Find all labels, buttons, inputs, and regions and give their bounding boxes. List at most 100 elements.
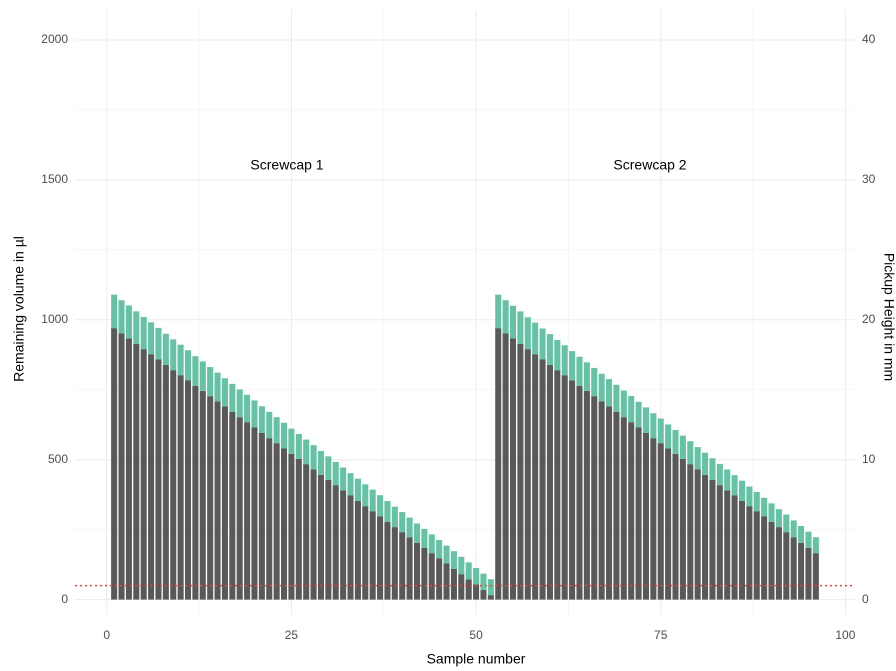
bar-segment xyxy=(303,439,310,465)
bar-segment xyxy=(428,553,435,600)
bar-segment xyxy=(369,511,376,600)
bar-segment xyxy=(340,490,347,600)
bar-segment xyxy=(332,485,339,600)
bar-segment xyxy=(391,506,398,528)
bar-segment xyxy=(295,458,302,600)
bar-segment xyxy=(554,370,561,600)
bar-segment xyxy=(790,537,797,600)
bar-segment xyxy=(672,430,679,454)
bar-segment xyxy=(236,417,243,600)
x-tick-label: 25 xyxy=(285,628,299,642)
bar-segment xyxy=(450,568,457,600)
bar-segment xyxy=(421,547,428,600)
y-tick-label: 1000 xyxy=(41,312,68,326)
bar-segment xyxy=(509,305,517,339)
bar-segment xyxy=(583,390,590,600)
bar-segment xyxy=(229,411,236,600)
bar-segment xyxy=(783,514,790,533)
bar-segment xyxy=(111,294,118,329)
bar-segment xyxy=(635,427,642,600)
x-tick-label: 50 xyxy=(469,628,483,642)
bar-segment xyxy=(620,390,627,418)
bar-segment xyxy=(598,373,605,402)
bar-segment xyxy=(221,406,228,600)
bar-segment xyxy=(347,473,354,496)
bar-segment xyxy=(184,380,192,600)
bar-segment xyxy=(207,367,214,397)
bar-segment xyxy=(746,486,753,507)
bar-segment xyxy=(428,534,435,554)
bar-segment xyxy=(805,547,812,600)
bar-segment xyxy=(768,503,775,522)
bar-segment xyxy=(702,474,709,600)
annotation: Screwcap 1 xyxy=(250,157,323,173)
bar-segment xyxy=(214,372,221,402)
bar-segment xyxy=(628,422,635,600)
bar-segment xyxy=(369,489,376,512)
bar-segment xyxy=(672,453,679,600)
bar-segment xyxy=(273,443,280,600)
bar-segment xyxy=(539,359,546,600)
bar-segment xyxy=(347,495,354,600)
bar-segment xyxy=(399,532,406,600)
bar-segment xyxy=(561,375,568,600)
bar-segment xyxy=(310,469,317,600)
bar-segment xyxy=(642,432,649,600)
y2-tick-label: 40 xyxy=(862,32,876,46)
y-tick-label: 1500 xyxy=(41,172,68,186)
bar-segment xyxy=(480,589,487,600)
bar-segment xyxy=(598,401,605,600)
bar-segment xyxy=(546,334,553,365)
bar-segment xyxy=(413,523,421,543)
bar-segment xyxy=(716,485,723,600)
bar-segment xyxy=(258,432,265,600)
bar-segment xyxy=(118,333,125,600)
bar-segment xyxy=(332,461,339,486)
bar-segment xyxy=(576,356,583,386)
bar-segment xyxy=(244,394,251,423)
bar-segment xyxy=(738,500,746,600)
bar-segment xyxy=(790,520,797,538)
bar-segment xyxy=(443,545,450,564)
bar-segment xyxy=(377,516,384,600)
bar-segment xyxy=(709,458,716,480)
bar-segment xyxy=(140,349,147,600)
bar-segment xyxy=(317,474,324,600)
bar-segment xyxy=(487,595,494,600)
bar-segment xyxy=(746,506,753,600)
x-tick-label: 100 xyxy=(835,628,855,642)
bar-segment xyxy=(524,317,531,350)
bar-segment xyxy=(517,311,524,344)
bar-segment xyxy=(798,542,805,600)
y-tick-label: 2000 xyxy=(41,32,68,46)
y-axis-label: Remaining volume in µl xyxy=(11,236,27,382)
bar-segment xyxy=(761,497,768,517)
bar-segment xyxy=(125,305,132,339)
bar-segment xyxy=(310,445,317,470)
bar-segment xyxy=(170,370,177,600)
bar-segment xyxy=(487,579,494,596)
bar-segment xyxy=(532,322,539,355)
bar-segment xyxy=(761,516,768,600)
bar-segment xyxy=(524,349,531,600)
bar-segment xyxy=(133,343,140,600)
bar-segment xyxy=(295,433,302,459)
bar-segment xyxy=(221,378,228,407)
bar-segment xyxy=(384,521,391,600)
bar-segment xyxy=(362,506,369,600)
bar-segment xyxy=(731,495,738,600)
bar-segment xyxy=(502,300,509,334)
bar-segment xyxy=(377,495,384,517)
bar-segment xyxy=(288,428,295,454)
bar-segment xyxy=(436,540,443,559)
bar-segment xyxy=(613,384,620,412)
bar-segment xyxy=(443,563,450,600)
bar-segment xyxy=(177,344,184,376)
bar-segment xyxy=(177,375,184,600)
bar-segment xyxy=(406,537,413,600)
bar-segment xyxy=(111,328,118,600)
bar-segment xyxy=(406,517,413,538)
bar-segment xyxy=(458,574,465,600)
bar-segment xyxy=(199,390,206,600)
bar-segment xyxy=(606,406,613,600)
